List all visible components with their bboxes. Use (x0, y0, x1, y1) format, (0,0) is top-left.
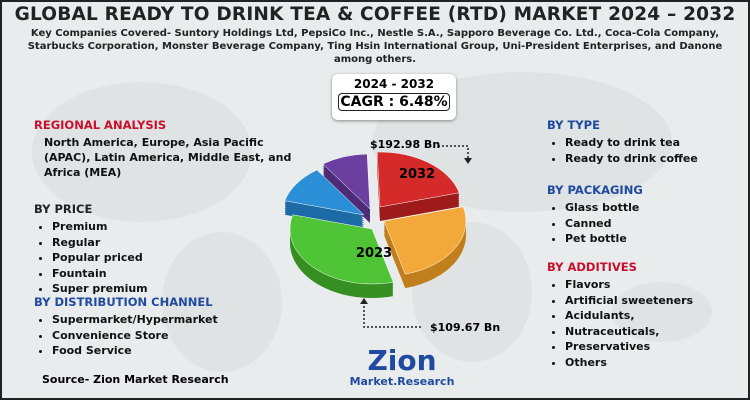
list-item: Pet bottle (565, 231, 747, 247)
section-heading: BY TYPE (547, 118, 600, 132)
section-heading: REGIONAL ANALYSIS (34, 118, 167, 132)
leader-line (438, 145, 469, 160)
arrow (464, 158, 472, 164)
list-item: Glass bottle (565, 200, 747, 216)
list-item: Acidulants, (565, 308, 747, 324)
section-heading: BY PRICE (34, 202, 93, 216)
distribution-section: BY DISTRIBUTION CHANNEL Supermarket/Hype… (34, 295, 274, 359)
list: Ready to drink teaReady to drink coffee (547, 135, 747, 166)
price-section: BY PRICE PremiumRegularPopular pricedFou… (34, 202, 254, 297)
list-item: Others (565, 355, 747, 371)
pie-slice (383, 206, 467, 275)
pie-slice (289, 214, 394, 285)
value-label: $192.98 Bn (370, 138, 441, 151)
regional-section: REGIONAL ANALYSIS North America, Europe,… (34, 118, 294, 180)
section-heading: BY PACKAGING (547, 183, 643, 197)
additives-section: BY ADDITIVES FlavorsArtificial sweetener… (547, 260, 747, 370)
list-item: Artificial sweeteners (565, 293, 747, 309)
pie-slice (284, 169, 365, 216)
pie-slice (322, 153, 371, 210)
list-item: Preservatives (565, 339, 747, 355)
logo-name: Zion (367, 344, 437, 377)
cagr-value: CAGR : 6.48% (338, 93, 450, 111)
list: FlavorsArtificial sweetenersAcidulants,N… (547, 277, 747, 370)
section-heading: BY ADDITIVES (547, 260, 637, 274)
section-text: North America, Europe, Asia Pacific (APA… (44, 136, 292, 179)
subtitle: Key Companies Covered- Suntory Holdings … (27, 28, 723, 65)
list: Supermarket/HypermarketConvenience Store… (34, 312, 274, 359)
pie (284, 151, 467, 298)
list-item: Flavors (565, 277, 747, 293)
section-heading: BY DISTRIBUTION CHANNEL (34, 295, 213, 309)
logo: Zion Market.Research (347, 344, 457, 389)
year-label: 2023 (356, 246, 392, 261)
logo-tagline: Market.Research (349, 375, 455, 388)
leader-line (363, 302, 422, 328)
list-item: Supermarket/Hypermarket (52, 312, 274, 328)
cagr-period: 2024 - 2032 (353, 77, 435, 91)
list: PremiumRegularPopular pricedFountainSupe… (34, 219, 254, 297)
list-item: Canned (565, 216, 747, 232)
title: GLOBAL READY TO DRINK TEA & COFFEE (RTD)… (14, 4, 736, 25)
list-item: Fountain (52, 266, 254, 282)
list: Glass bottleCannedPet bottle (547, 200, 747, 247)
list-item: Super premium (52, 281, 254, 297)
list-item: Convenience Store (52, 328, 274, 344)
pie-slice (376, 151, 460, 208)
type-section: BY TYPE Ready to drink teaReady to drink… (547, 118, 747, 166)
list-item: Regular (52, 235, 254, 251)
year-label: 2032 (399, 167, 435, 182)
source: Source- Zion Market Research (42, 373, 229, 386)
list-item: Ready to drink tea (565, 135, 747, 151)
cagr-box: 2024 - 2032 CAGR : 6.48% (332, 74, 456, 120)
list-item: Food Service (52, 343, 274, 359)
list-item: Popular priced (52, 250, 254, 266)
value-label: $109.67 Bn (430, 321, 501, 334)
list-item: Nutraceuticals, (565, 324, 747, 340)
list-item: Premium (52, 219, 254, 235)
packaging-section: BY PACKAGING Glass bottleCannedPet bottl… (547, 183, 747, 247)
list-item: Ready to drink coffee (565, 151, 747, 167)
arrow (360, 298, 368, 304)
